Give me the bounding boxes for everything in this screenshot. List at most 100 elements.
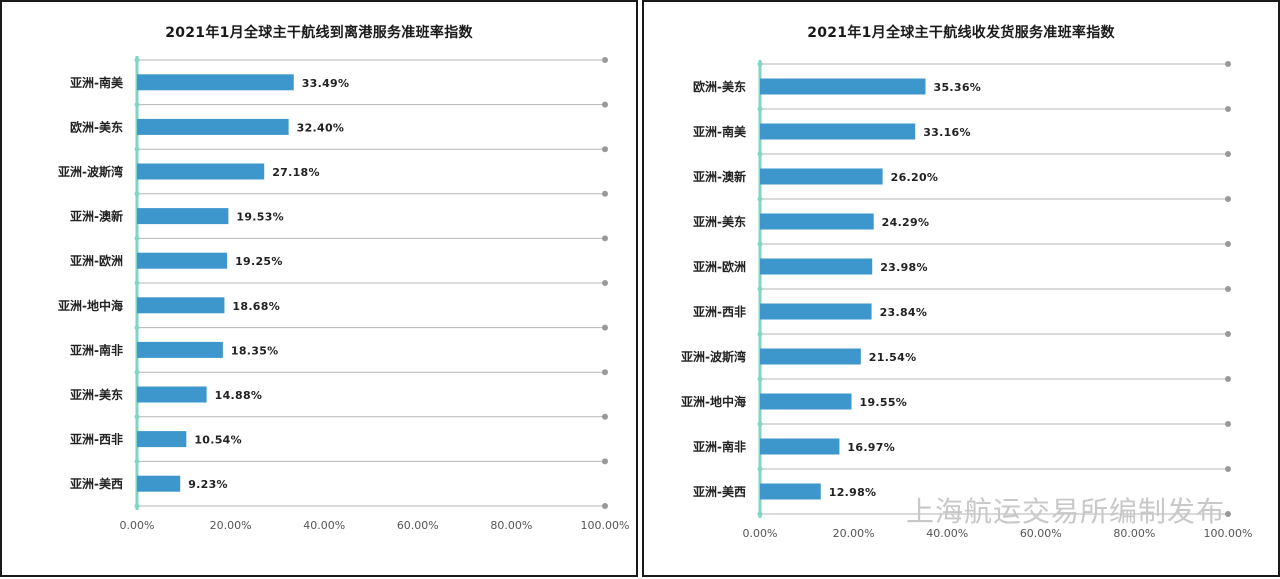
- chart-panel-left: 2021年1月全球主干航线到离港服务准班率指数 亚洲-南美 33.49% 欧洲-美东…: [0, 0, 638, 577]
- data-label: 24.29%: [882, 216, 930, 229]
- bar-right: [760, 78, 926, 95]
- bar-right: [760, 213, 874, 230]
- chart-panel-right: 2021年1月全球主干航线收发货服务准班率指数 欧洲-美东 35.36% 亚洲-南美…: [642, 0, 1280, 577]
- gridline-end-dot: [1225, 106, 1231, 112]
- bar-right: [760, 393, 852, 410]
- gridline-end-dot: [1225, 286, 1231, 292]
- bar-left: [137, 118, 289, 135]
- gridline-end-dot: [1225, 466, 1231, 472]
- category-label: 亚洲-欧洲: [70, 253, 123, 268]
- gridline-end-dot: [602, 413, 608, 420]
- bar-right: [760, 258, 873, 275]
- gridline-end-dot: [602, 146, 608, 153]
- x-tick-label: 100.00%: [581, 519, 630, 532]
- bar-right: [760, 123, 916, 140]
- data-label: 18.35%: [231, 344, 279, 357]
- data-label: 9.23%: [188, 478, 228, 491]
- bar-right: [760, 483, 821, 500]
- gridline-end-dot: [1225, 511, 1231, 517]
- bar-left: [137, 163, 265, 180]
- gridline-end-dot: [1225, 331, 1231, 337]
- bar-left: [137, 475, 181, 492]
- category-label: 亚洲-澳新: [693, 169, 746, 184]
- bar-left: [137, 208, 229, 225]
- data-label: 21.54%: [869, 351, 917, 364]
- category-label: 欧洲-美东: [693, 79, 746, 94]
- gridline-end-dot: [1225, 196, 1231, 202]
- category-label: 亚洲-澳新: [70, 209, 123, 224]
- category-label: 亚洲-波斯湾: [58, 164, 123, 179]
- category-label: 亚洲-南非: [693, 439, 746, 454]
- category-label: 亚洲-地中海: [681, 394, 746, 409]
- x-tick-label: 60.00%: [397, 519, 439, 532]
- x-tick-label: 20.00%: [210, 519, 252, 532]
- gridline-end-dot: [602, 369, 608, 376]
- bar-right: [760, 168, 883, 185]
- bar-chart-left: 亚洲-南美 33.49% 欧洲-美东 32.40% 亚洲-波斯湾 27.18% 亚洲-澳新 1…: [58, 56, 630, 532]
- category-label: 亚洲-美东: [70, 387, 123, 402]
- gridline-end-dot: [602, 57, 608, 63]
- x-tick-label: 0.00%: [120, 519, 155, 532]
- bar-right: [760, 348, 861, 365]
- data-label: 10.54%: [194, 434, 242, 447]
- gridline-end-dot: [1225, 61, 1231, 67]
- data-label: 27.18%: [272, 166, 320, 179]
- data-label: 35.36%: [933, 81, 981, 94]
- bar-left: [137, 74, 294, 91]
- category-label: 亚洲-西非: [70, 432, 123, 447]
- x-tick-label: 40.00%: [303, 519, 345, 532]
- category-label: 亚洲-美东: [693, 214, 746, 229]
- gridline-end-dot: [602, 190, 608, 197]
- data-label: 33.49%: [302, 77, 350, 90]
- category-label: 亚洲-南美: [70, 75, 124, 90]
- category-label: 亚洲-美西: [693, 484, 746, 499]
- category-label: 亚洲-波斯湾: [681, 349, 746, 364]
- x-tick-label: 0.00%: [743, 527, 778, 540]
- data-label: 23.98%: [880, 261, 928, 274]
- data-label: 19.53%: [236, 211, 284, 224]
- bar-left: [137, 431, 187, 448]
- publisher-watermark: 上海航运交易所编制发布: [906, 495, 1226, 528]
- category-label: 亚洲-西非: [693, 304, 746, 319]
- data-label: 12.98%: [829, 486, 877, 499]
- data-label: 19.25%: [235, 255, 283, 268]
- bar-chart-right: 欧洲-美东 35.36% 亚洲-南美 33.16% 亚洲-澳新 26.20% 亚洲-美东 24…: [681, 60, 1253, 540]
- gridline-end-dot: [602, 280, 608, 286]
- category-label: 亚洲-地中海: [58, 298, 123, 313]
- data-label: 16.97%: [847, 441, 895, 454]
- x-tick-label: 100.00%: [1204, 527, 1253, 540]
- gridline-end-dot: [602, 324, 608, 331]
- bar-right: [760, 303, 872, 320]
- bar-left: [137, 386, 207, 403]
- gridline-end-dot: [602, 503, 608, 509]
- bar-left: [137, 297, 225, 314]
- category-label: 亚洲-美西: [70, 476, 123, 491]
- category-label: 亚洲-欧洲: [693, 259, 746, 274]
- data-label: 14.88%: [215, 389, 263, 402]
- gridline-end-dot: [1225, 421, 1231, 427]
- data-label: 32.40%: [297, 121, 345, 134]
- data-label: 19.55%: [859, 396, 907, 409]
- x-tick-label: 60.00%: [1020, 527, 1062, 540]
- category-label: 亚洲-南非: [70, 342, 123, 357]
- bar-left: [137, 252, 228, 269]
- gridline-end-dot: [1225, 376, 1231, 382]
- gridline-end-dot: [1225, 241, 1231, 247]
- gridline-end-dot: [602, 235, 608, 242]
- x-tick-label: 40.00%: [926, 527, 968, 540]
- data-label: 18.68%: [232, 300, 280, 313]
- category-label: 欧洲-美东: [70, 119, 123, 134]
- chart-title-left: 2021年1月全球主干航线到离港服务准班率指数: [165, 25, 473, 41]
- x-tick-label: 20.00%: [833, 527, 875, 540]
- bar-left: [137, 341, 223, 358]
- x-tick-label: 80.00%: [1113, 527, 1155, 540]
- bar-right: [760, 438, 840, 455]
- category-label: 亚洲-南美: [693, 124, 747, 139]
- gridline-end-dot: [602, 101, 608, 108]
- data-label: 33.16%: [923, 126, 971, 139]
- gridline-end-dot: [602, 458, 608, 465]
- x-tick-label: 80.00%: [490, 519, 532, 532]
- gridline-end-dot: [1225, 151, 1231, 157]
- data-label: 23.84%: [880, 306, 928, 319]
